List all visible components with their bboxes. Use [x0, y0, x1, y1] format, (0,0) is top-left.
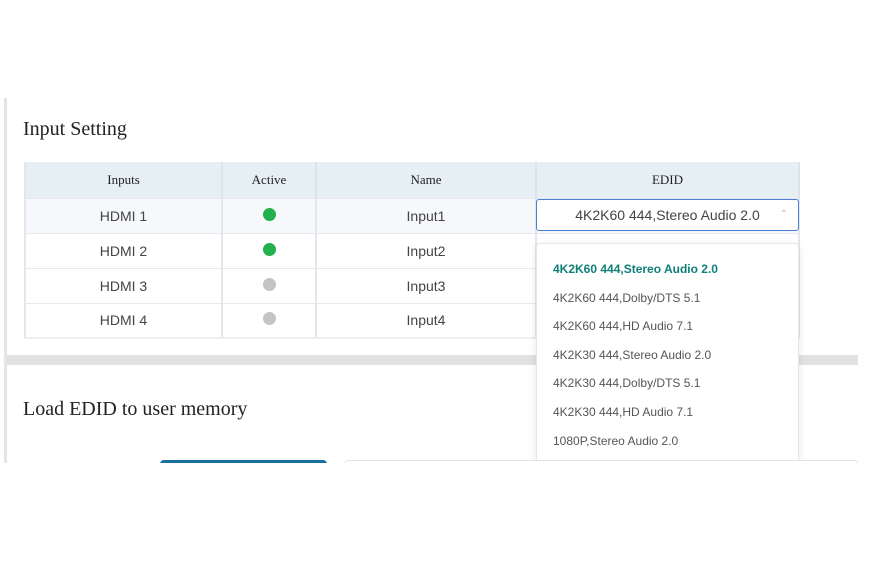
- edid-select[interactable]: 4K2K60 444,Stereo Audio 2.0 ⌃: [536, 199, 799, 231]
- section-title: Load EDID to user memory: [23, 398, 248, 420]
- active-cell: [222, 232, 317, 268]
- input-cell: HDMI 1: [24, 197, 223, 233]
- column-header: EDID: [536, 162, 800, 198]
- file-input[interactable]: [345, 460, 858, 463]
- column-header: Active: [222, 162, 317, 198]
- active-cell: [222, 197, 317, 233]
- edid-select-value: 4K2K60 444,Stereo Audio 2.0: [575, 207, 760, 223]
- name-cell: Input4: [316, 302, 537, 339]
- name-cell: Input1: [316, 197, 537, 233]
- chevron-up-icon: ⌃: [779, 209, 788, 220]
- edid-option[interactable]: 1080P,Stereo Audio 2.0: [553, 433, 679, 448]
- input-cell: HDMI 2: [24, 232, 223, 268]
- name-cell: Input3: [316, 267, 537, 303]
- edid-option[interactable]: 4K2K30 444,Dolby/DTS 5.1: [553, 376, 701, 391]
- status-dot-icon: [262, 242, 276, 256]
- edid-option[interactable]: 4K2K60 444,HD Audio 7.1: [553, 319, 694, 334]
- status-dot-icon: [262, 277, 276, 291]
- load-button[interactable]: [160, 460, 327, 463]
- edid-option[interactable]: 4K2K60 444,Dolby/DTS 5.1: [553, 290, 701, 305]
- name-cell: Input2: [316, 232, 537, 268]
- status-dot-icon: [262, 207, 276, 221]
- status-dot-icon: [262, 312, 276, 326]
- edid-option[interactable]: 4K2K30 444,HD Audio 7.1: [553, 404, 694, 419]
- edid-dropdown-menu: 4K2K60 444,Stereo Audio 2.0 4K2K60 444,Do…: [536, 243, 799, 463]
- column-header: Inputs: [24, 162, 223, 198]
- column-header: Name: [316, 162, 537, 198]
- section-divider: [7, 355, 858, 365]
- input-table: Inputs Active Name EDID HDMI 1 Input1 HD…: [24, 162, 800, 339]
- active-cell: [222, 302, 317, 339]
- input-cell: HDMI 3: [24, 267, 223, 303]
- section-title: Input Setting: [23, 118, 127, 140]
- left-divider: [4, 98, 7, 463]
- edid-option[interactable]: 4K2K30 444,Stereo Audio 2.0: [553, 347, 712, 362]
- active-cell: [222, 267, 317, 303]
- settings-page: Input Setting Load EDID to user memory I…: [0, 98, 876, 463]
- edid-option[interactable]: 4K2K60 444,Stereo Audio 2.0: [553, 262, 718, 276]
- input-cell: HDMI 4: [24, 302, 223, 339]
